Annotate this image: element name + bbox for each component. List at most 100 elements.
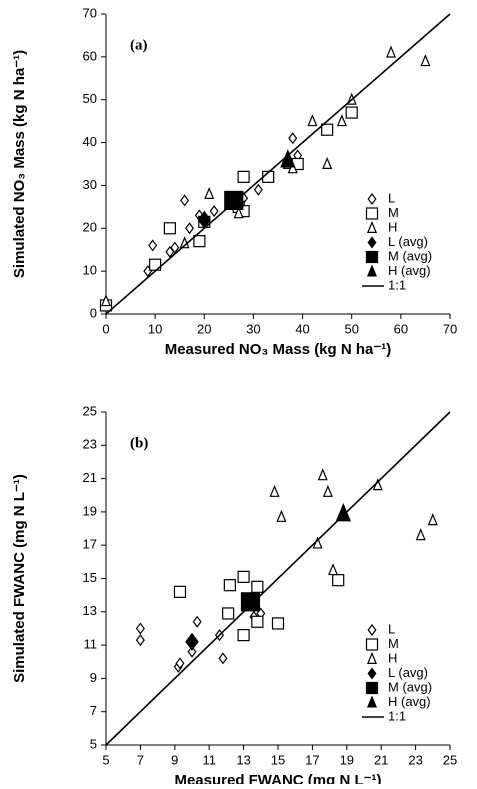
square-marker bbox=[365, 250, 379, 264]
y-tick-label: 21 bbox=[83, 470, 97, 485]
legend-label: M bbox=[388, 636, 399, 651]
diamond-marker bbox=[135, 634, 145, 647]
square-marker bbox=[251, 580, 264, 593]
y-tick-label: 5 bbox=[90, 736, 97, 751]
triangle-marker bbox=[276, 509, 287, 522]
diamond-marker bbox=[367, 236, 377, 249]
diamond-marker bbox=[367, 667, 377, 680]
triangle-marker bbox=[204, 186, 215, 199]
x-tick-label: 60 bbox=[394, 321, 408, 336]
legend-label: L bbox=[388, 621, 395, 636]
x-tick-label: 19 bbox=[340, 752, 354, 767]
legend-label: H bbox=[388, 650, 397, 665]
diamond-marker bbox=[185, 222, 195, 235]
square-marker bbox=[240, 592, 261, 612]
x-tick-label: 0 bbox=[102, 321, 109, 336]
legend-label: L bbox=[388, 190, 395, 205]
x-tick-label: 11 bbox=[202, 752, 216, 767]
y-tick-label: 70 bbox=[83, 5, 97, 20]
identity-line bbox=[105, 411, 451, 746]
legend-label: L (avg) bbox=[388, 234, 428, 249]
y-tick-label: 9 bbox=[90, 670, 97, 685]
legend-label: 1:1 bbox=[388, 708, 406, 723]
square-marker bbox=[224, 190, 244, 211]
square-marker bbox=[332, 574, 345, 587]
legend-label: M (avg) bbox=[388, 248, 432, 263]
square-marker bbox=[237, 629, 250, 642]
x-tick-label: 40 bbox=[295, 321, 309, 336]
y-tick-label: 25 bbox=[83, 403, 97, 418]
triangle-marker bbox=[317, 468, 328, 481]
triangle-marker bbox=[366, 651, 378, 665]
square-marker bbox=[365, 638, 379, 651]
square-marker bbox=[345, 106, 358, 119]
triangle-marker bbox=[336, 114, 347, 127]
triangle-marker bbox=[287, 161, 298, 174]
legend-label: M bbox=[388, 205, 399, 220]
triangle-marker bbox=[366, 220, 378, 233]
triangle-marker bbox=[335, 503, 352, 522]
triangle-marker bbox=[307, 114, 318, 127]
y-tick-label: 20 bbox=[83, 220, 97, 235]
square-marker bbox=[271, 617, 285, 630]
triangle-marker bbox=[322, 156, 333, 169]
diamond-marker bbox=[209, 205, 219, 218]
y-axis-title: Simulated NO₃ Mass (kg N ha⁻¹) bbox=[11, 50, 28, 278]
diamond-marker bbox=[187, 645, 197, 658]
panel-label: (a) bbox=[130, 37, 148, 53]
y-axis-title: Simulated FWANC (mg N L⁻¹) bbox=[11, 474, 28, 683]
x-tick-label: 25 bbox=[443, 752, 457, 767]
x-tick-label: 70 bbox=[443, 321, 457, 336]
y-tick-label: 17 bbox=[83, 537, 97, 552]
legend-label: H (avg) bbox=[388, 694, 431, 709]
square-marker bbox=[193, 235, 206, 248]
y-tick-label: 0 bbox=[90, 305, 97, 320]
panel-label: (b) bbox=[130, 435, 148, 451]
diamond-marker bbox=[175, 657, 185, 670]
square-marker bbox=[237, 170, 250, 183]
y-tick-label: 50 bbox=[83, 91, 97, 106]
triangle-marker bbox=[269, 484, 280, 497]
diamond-marker bbox=[218, 652, 228, 665]
x-tick-label: 20 bbox=[197, 321, 211, 336]
triangle-marker bbox=[328, 563, 339, 576]
diamond-marker bbox=[192, 615, 202, 628]
square-marker bbox=[365, 681, 379, 695]
diamond-marker bbox=[148, 239, 158, 252]
square-marker bbox=[173, 585, 187, 598]
x-tick-label: 17 bbox=[305, 752, 319, 767]
diamond-marker bbox=[367, 624, 377, 636]
triangle-marker bbox=[420, 54, 431, 67]
y-tick-label: 11 bbox=[84, 637, 98, 652]
x-tick-label: 15 bbox=[271, 752, 285, 767]
triangle-marker bbox=[386, 45, 397, 58]
legend-label: 1:1 bbox=[388, 277, 406, 292]
square-marker bbox=[223, 579, 236, 592]
triangle-marker bbox=[427, 513, 438, 526]
square-marker bbox=[237, 570, 250, 583]
triangle-marker bbox=[322, 484, 333, 497]
y-tick-label: 15 bbox=[83, 570, 97, 585]
y-tick-label: 30 bbox=[83, 177, 97, 192]
triangle-marker bbox=[415, 528, 426, 541]
legend-label: H (avg) bbox=[388, 263, 431, 278]
x-tick-label: 50 bbox=[344, 321, 358, 336]
legend-label: M (avg) bbox=[388, 679, 432, 694]
x-tick-label: 13 bbox=[236, 752, 250, 767]
y-tick-label: 10 bbox=[83, 263, 97, 278]
x-tick-label: 30 bbox=[246, 321, 260, 336]
x-tick-label: 5 bbox=[102, 752, 109, 767]
diamond-marker bbox=[185, 632, 199, 651]
x-tick-label: 23 bbox=[408, 752, 422, 767]
legend-label: L (avg) bbox=[388, 665, 428, 680]
square-marker bbox=[365, 207, 379, 220]
square-marker bbox=[321, 123, 334, 136]
x-tick-label: 10 bbox=[148, 321, 162, 336]
y-tick-label: 40 bbox=[83, 134, 97, 149]
x-tick-label: 7 bbox=[137, 752, 144, 767]
x-axis-title: Measured NO₃ Mass (kg N ha⁻¹) bbox=[165, 341, 392, 358]
y-tick-label: 23 bbox=[83, 437, 97, 452]
y-tick-label: 19 bbox=[83, 503, 97, 518]
